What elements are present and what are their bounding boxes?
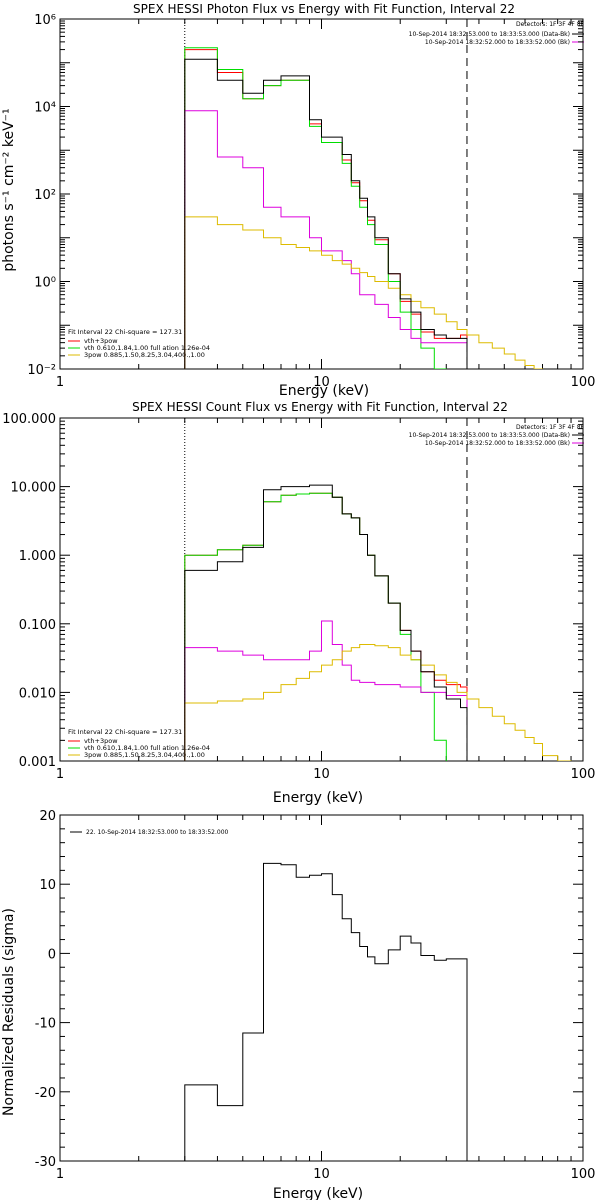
series-data-0 (184, 58, 468, 369)
panel-2-ytick-label: 0 (48, 947, 56, 962)
panel-0-ytick-label: 10⁶ (34, 13, 56, 28)
series-pow-0 (184, 216, 543, 369)
series-data-1 (184, 484, 468, 761)
series-vth-1 (184, 492, 447, 761)
residuals-legend: 22. 10-Sep-2014 18:32:53.000 to 18:33:52… (86, 829, 229, 836)
panel-1-ytick-label: 0.100 (19, 618, 56, 633)
panel-2-xtick-label: 1 (56, 1167, 64, 1182)
series-total-0 (184, 49, 468, 369)
series-bkg-0 (184, 110, 468, 369)
panel-0-ytick-label: 10⁰ (34, 276, 56, 291)
count-flux-fit-vth: vth 0.610,1.84,1.00 full ation 1.26e-04 (84, 744, 210, 752)
count-flux-fit-header: Fit Interval 22 Chi-square = 127.31 (68, 728, 182, 736)
residuals-xlabel: Energy (keV) (273, 1186, 363, 1200)
panel-2-xtick-label: 100 (571, 1167, 596, 1182)
residuals-ylabel: Normalized Residuals (sigma) (1, 908, 17, 1116)
panel-1-ytick-label: 10.000 (11, 481, 57, 496)
panel-2-frame (59, 814, 584, 1162)
photon-flux-fit-vth: vth 0.610,1.84,1.00 full ation 1.26e-04 (84, 344, 210, 352)
panel-2-ytick-label: 10 (39, 878, 56, 893)
series-total-1 (184, 492, 468, 761)
series-data-2 (184, 862, 468, 1161)
series-bkg-1 (184, 620, 468, 761)
count-flux-fit-total: vth+3pow (84, 737, 118, 745)
photon-flux-legend-detectors: Detectors: 1F 3F 4F 8F (516, 21, 585, 28)
photon-flux-legend-bk: 10-Sep-2014 18:32:52.000 to 18:33:52.000… (425, 39, 570, 46)
panel-0-ytick-label: 10² (34, 188, 56, 203)
panel-0-xtick-label: 100 (571, 375, 596, 390)
photon-flux-fit-header: Fit Interval 22 Chi-square = 127.31 (68, 328, 182, 336)
count-flux-fit-pow: 3pow 0.885,1.50,8.25,3.04,400.,1.00 (84, 751, 205, 759)
series-vth-0 (184, 47, 447, 369)
panel-0-ytick-label: 10⁻² (27, 363, 56, 378)
photon-flux-legend-data: 10-Sep-2014 18:32:53.000 to 18:33:53.000… (409, 31, 570, 38)
panel-1-ytick-label: 0.010 (19, 686, 56, 701)
panel-0-plot: 1 10 100 10⁻² 10⁰ 10² 10⁴ 10⁶ (27, 13, 595, 390)
count-flux-legend-data: 10-Sep-2014 18:32:53.000 to 18:33:53.000… (409, 432, 570, 439)
photon-flux-fit-total: vth+3pow (84, 337, 118, 345)
panel-0-xtick-label: 10 (313, 375, 330, 390)
panel-1-xtick-label: 1 (56, 767, 64, 782)
panel-1-ytick-label: 1.000 (19, 549, 56, 564)
count-flux-xlabel: Energy (keV) (273, 790, 363, 806)
residuals-panel: Normalized Residuals (sigma) Energy (keV… (1, 829, 363, 1200)
count-flux-legend-bk: 10-Sep-2014 18:32:52.000 to 18:33:52.000… (425, 440, 570, 447)
count-flux-legend-detectors: Detectors: 1F 3F 4F 8F (516, 424, 585, 431)
panel-2-ytick-label: -20 (35, 1086, 56, 1101)
count-flux-panel: SPEX HESSI Count Flux vs Energy with Fit… (68, 400, 585, 806)
panel-0-ytick-label: 10⁴ (34, 101, 56, 116)
panel-1-xtick-label: 10 (313, 767, 330, 782)
photon-flux-xlabel: Energy (keV) (279, 383, 369, 399)
panel-2-ytick-label: 20 (39, 809, 56, 824)
count-flux-title: SPEX HESSI Count Flux vs Energy with Fit… (132, 400, 508, 414)
panel-1-frame (59, 417, 584, 762)
photon-flux-panel: SPEX HESSI Photon Flux vs Energy with Fi… (1, 2, 585, 399)
panel-1-ytick-label: 0.001 (19, 755, 56, 770)
panel-2-plot: 1 10 100 -30 -20 -10 0 10 20 (35, 809, 596, 1182)
panel-2-xtick-label: 10 (313, 1167, 330, 1182)
panel-1-plot: 1 10 100 0.001 0.010 0.100 1.000 10.000 100.000 (2, 412, 595, 782)
panel-2-ytick-label: -30 (35, 1155, 56, 1170)
panel-0-xtick-label: 1 (56, 375, 64, 390)
series-pow-1 (184, 644, 572, 761)
panel-1-ytick-label: 100.000 (2, 412, 56, 427)
photon-flux-ylabel: photons s⁻¹ cm⁻² keV⁻¹ (1, 108, 17, 271)
panel-0-frame (59, 18, 584, 370)
photon-flux-title: SPEX HESSI Photon Flux vs Energy with Fi… (133, 2, 515, 16)
panel-1-xtick-label: 100 (571, 767, 596, 782)
panel-2-ytick-label: -10 (35, 1017, 56, 1032)
photon-flux-fit-pow: 3pow 0.885,1.50,8.25,3.04,400.,1.00 (84, 351, 205, 359)
